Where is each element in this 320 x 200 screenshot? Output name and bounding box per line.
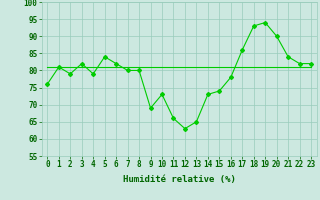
X-axis label: Humidité relative (%): Humidité relative (%) (123, 175, 236, 184)
